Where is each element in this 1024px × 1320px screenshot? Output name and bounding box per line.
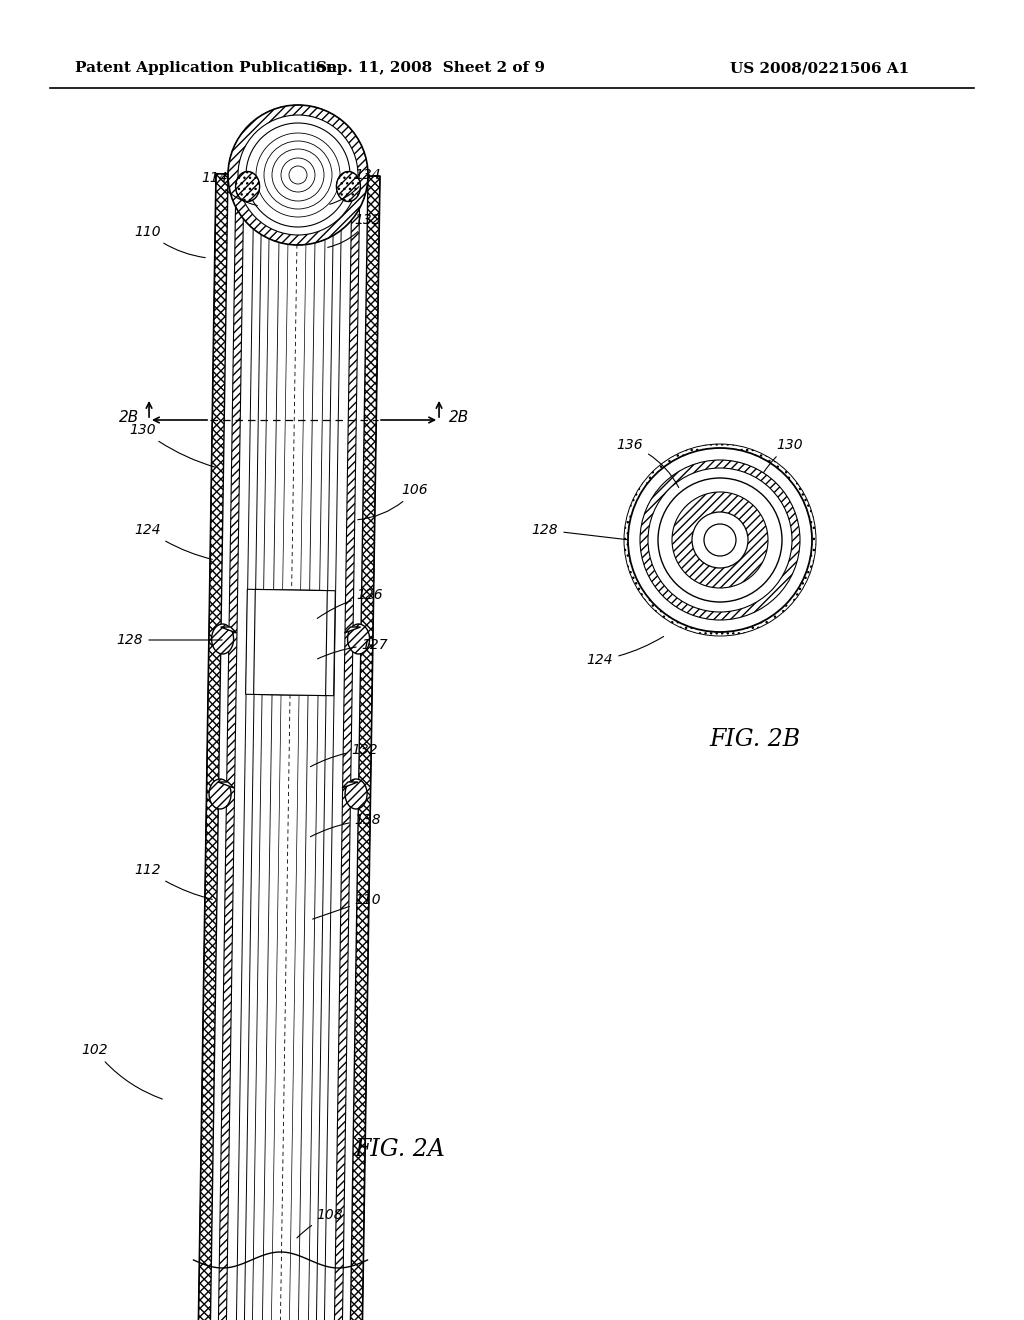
Text: 130: 130 [130,422,215,467]
Text: 132: 132 [310,743,378,767]
Polygon shape [226,174,352,1320]
Text: 2B: 2B [449,411,469,425]
Text: 138: 138 [310,813,381,837]
Polygon shape [236,174,342,1320]
Polygon shape [218,781,234,788]
Polygon shape [246,589,335,696]
Circle shape [692,512,748,568]
Text: Patent Application Publication: Patent Application Publication [75,61,337,75]
Text: 110: 110 [135,224,205,257]
Polygon shape [344,627,360,634]
Circle shape [289,166,307,183]
Circle shape [640,459,800,620]
Circle shape [256,133,340,216]
Polygon shape [198,174,380,1320]
Circle shape [228,106,368,246]
Text: 106: 106 [357,483,428,520]
Circle shape [658,478,782,602]
Text: 130: 130 [764,438,803,473]
Circle shape [672,492,768,587]
Text: 127: 127 [317,638,388,659]
Text: 132: 132 [328,213,381,247]
Text: 102: 102 [82,1043,163,1100]
Text: 128: 128 [531,523,628,540]
Ellipse shape [345,779,367,809]
Text: 134: 134 [330,168,381,205]
Circle shape [264,141,332,209]
Text: Sep. 11, 2008  Sheet 2 of 9: Sep. 11, 2008 Sheet 2 of 9 [315,61,545,75]
Polygon shape [252,174,326,1320]
Polygon shape [262,174,316,1320]
Polygon shape [218,174,360,1320]
Text: 128: 128 [117,634,222,647]
Ellipse shape [209,779,231,809]
Polygon shape [342,781,358,788]
Polygon shape [254,590,328,696]
Polygon shape [244,174,334,1320]
Text: 126: 126 [317,587,383,618]
Text: 110: 110 [312,894,381,919]
Circle shape [705,524,736,556]
Ellipse shape [236,172,260,202]
Text: US 2008/0221506 A1: US 2008/0221506 A1 [730,61,909,75]
Circle shape [272,149,324,201]
Polygon shape [271,174,307,1320]
Circle shape [246,123,350,227]
Polygon shape [210,174,368,1320]
Text: 114: 114 [202,172,257,206]
Circle shape [281,158,315,191]
Ellipse shape [347,624,370,653]
Text: FIG. 2B: FIG. 2B [710,729,801,751]
Text: 124: 124 [587,636,664,667]
Text: 2B: 2B [119,411,139,425]
Ellipse shape [337,172,360,202]
Text: 112: 112 [135,863,212,899]
Polygon shape [220,627,237,634]
Text: 108: 108 [297,1208,343,1238]
Ellipse shape [212,624,233,653]
Text: 124: 124 [135,523,212,560]
Text: FIG. 2A: FIG. 2A [354,1138,445,1162]
Circle shape [238,115,358,235]
Text: 136: 136 [616,438,679,487]
Circle shape [628,447,812,632]
Circle shape [648,469,792,612]
